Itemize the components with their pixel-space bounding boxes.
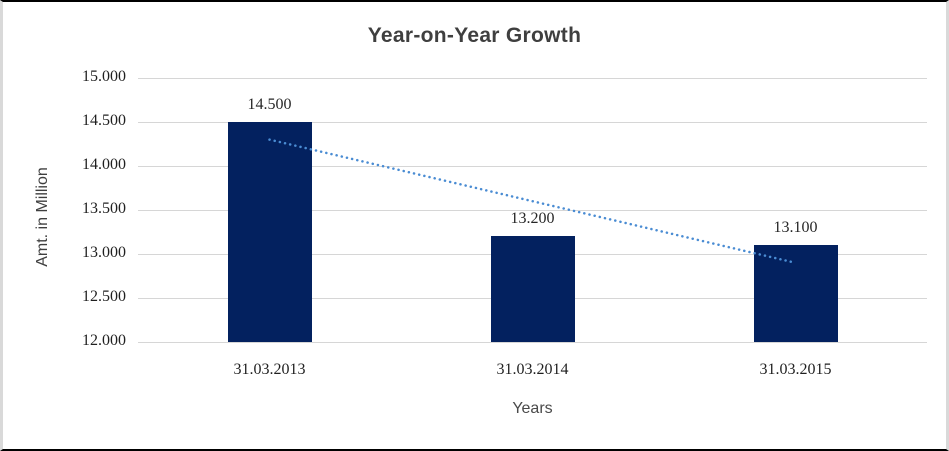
y-gridline <box>138 122 927 123</box>
plot-area: 12.000 12.500 13.000 13.500 14.000 14.500 15.0… <box>3 2 946 449</box>
y-tick-label: 14.500 <box>82 112 126 129</box>
chart-title: Year-on-Year Growth <box>367 24 582 47</box>
data-label: 14.500 <box>247 96 292 113</box>
y-tick-label: 12.000 <box>82 332 126 349</box>
y-gridline <box>138 342 927 343</box>
data-label: 13.100 <box>773 219 818 237</box>
data-label: 13.200 <box>510 210 555 228</box>
bar <box>753 245 838 342</box>
x-tick-label: 31.03.2013 <box>233 361 306 378</box>
y-tick-label: 12.500 <box>82 288 126 305</box>
x-axis-title: Years <box>512 400 553 417</box>
y-tick-label: 14.000 <box>82 156 126 173</box>
bar <box>227 122 312 342</box>
y-tick-label: 13.500 <box>82 200 126 217</box>
x-tick-label: 31.03.2015 <box>759 361 832 378</box>
y-gridline <box>138 78 927 79</box>
x-tick-label: 31.03.2014 <box>496 361 569 378</box>
y-tick-label: 13.000 <box>82 244 126 261</box>
bar <box>490 236 575 342</box>
y-tick-label: 15.000 <box>82 68 126 85</box>
